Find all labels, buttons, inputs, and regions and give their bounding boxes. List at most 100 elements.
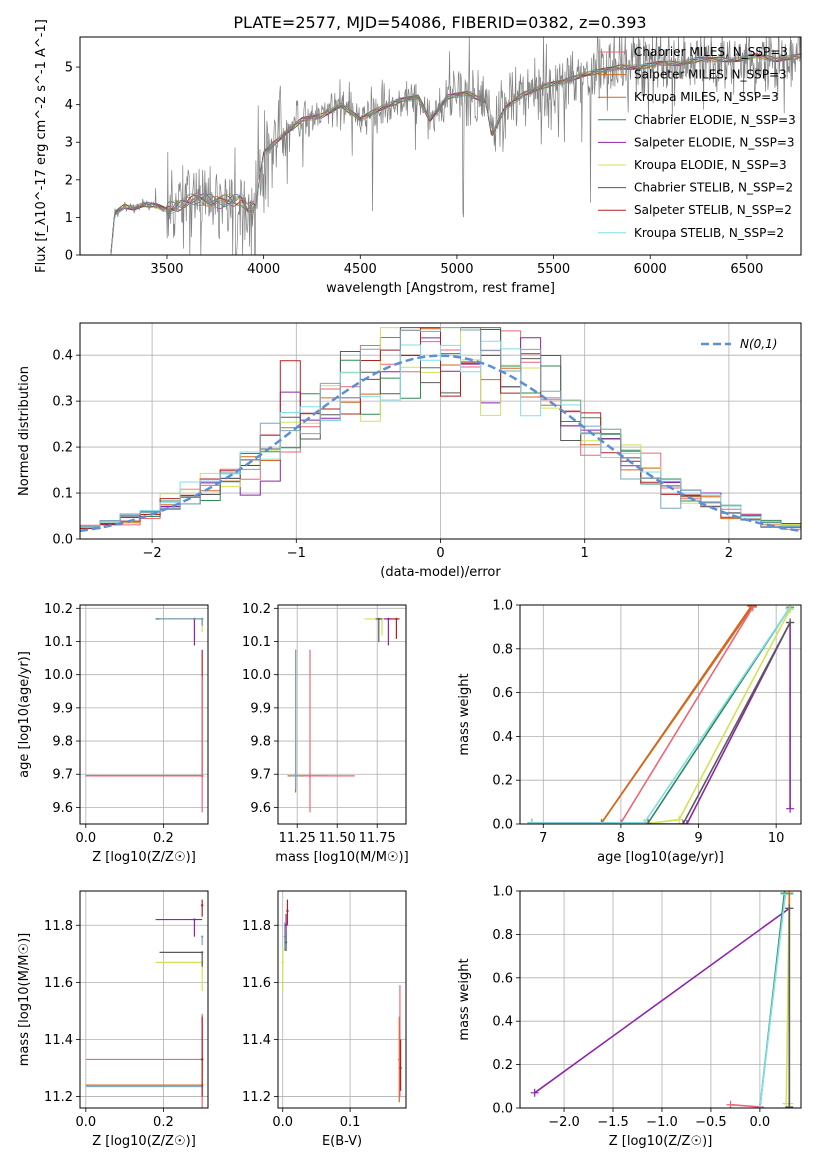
axes-frame (277, 890, 407, 1109)
plus-marker (726, 1100, 735, 1108)
plus-marker (644, 820, 653, 824)
x-tick-label: 0.2 (153, 831, 174, 846)
x-tick-label: −0.5 (695, 1115, 727, 1130)
data-point (284, 941, 288, 944)
axes-mass-vs-Z: 0.0 0.2 11.2 11.4 11.6 11.8 Z [log10(Z/Z☉)] mas… (17, 890, 209, 1149)
plus-marker (785, 904, 794, 913)
plot-area-mass-vs-EBV (278, 891, 406, 1108)
model-line (110, 53, 801, 255)
x-tick-label: 6500 (730, 262, 763, 277)
y-tick-label: 5 (65, 61, 73, 76)
y-tick-label: 10.0 (242, 668, 271, 683)
data-point (399, 1066, 402, 1070)
x-tick-label: 8 (617, 831, 625, 846)
plus-marker (786, 804, 795, 813)
data-point (200, 951, 204, 954)
x-tick-label: 4000 (247, 262, 280, 277)
y-tick-label: 9.8 (250, 735, 271, 750)
legend-entry: Kroupa STELIB, N_SSP=2 (634, 226, 784, 240)
y-tick-label: 9.7 (250, 768, 271, 783)
plus-marker (530, 1088, 539, 1097)
data-point (294, 774, 297, 778)
residual-histogram (80, 340, 801, 527)
y-tick-label: 2 (65, 173, 73, 188)
axes-mass-weight-vs-age: 7 8 9 10 0.0 0.2 0.4 0.6 0.8 1.0 age [log10(age/yr… (457, 599, 802, 865)
axes-mass-vs-EBV: 0.0 0.1 11.2 11.4 11.6 11.8 E(B-V) (242, 890, 407, 1149)
mass-weight-line (531, 607, 791, 824)
data-point (193, 918, 196, 921)
mass-weight-line (730, 1103, 760, 1108)
x-axis-label: mass [log10(M/M☉)] (275, 850, 408, 865)
plot-area-mass-weight-vs-age (520, 605, 801, 824)
x-tick-label: 3500 (150, 262, 183, 277)
y-tick-label: 10.1 (242, 635, 271, 650)
y-tick-label: 10.0 (44, 668, 73, 683)
plot-area-age-vs-mass (278, 605, 406, 824)
model-line (110, 53, 801, 253)
data-point (283, 935, 286, 938)
y-tick-label: 11.2 (242, 1090, 271, 1105)
x-axis-label: Z [log10(Z/Z☉)] (92, 850, 196, 865)
data-point (200, 1058, 204, 1061)
x-tick-label: 0.2 (153, 1115, 174, 1130)
y-tick-label: 9.9 (250, 701, 271, 716)
plus-marker (786, 618, 795, 627)
x-tick-label: 6000 (634, 262, 667, 277)
legend-entry: N(0,1) (740, 337, 777, 351)
model-line (110, 53, 801, 254)
y-tick-label: 0 (65, 249, 73, 264)
y-tick-label: 0.8 (492, 642, 513, 657)
axes-layer: 3500 4000 4500 5000 5500 6000 6500 0 1 2 3 4 5 wavele… (17, 19, 802, 1149)
residual-histogram (80, 327, 801, 528)
x-tick-label: −1.5 (597, 1115, 629, 1130)
y-tick-label: 0.2 (52, 441, 73, 456)
data-point (200, 935, 204, 938)
data-point (200, 617, 204, 621)
legend-entry: Chabrier MILES, N_SSP=3 (634, 45, 788, 59)
axes-frame (79, 604, 209, 825)
x-tick-label: −2.0 (548, 1115, 580, 1130)
plus-marker (785, 891, 794, 898)
plot-area-spectrum (109, 37, 801, 255)
y-tick-label: 0.8 (492, 928, 513, 943)
x-tick-label: 0.1 (340, 1115, 361, 1130)
data-point (200, 774, 204, 778)
x-axis-label: Z [log10(Z/Z☉)] (609, 1134, 713, 1149)
x-tick-label: 11.50 (319, 831, 356, 846)
x-tick-label: 11.25 (279, 831, 316, 846)
y-tick-label: 9.9 (52, 701, 73, 716)
data-point (200, 904, 204, 907)
x-tick-label: −1.0 (646, 1115, 678, 1130)
y-tick-label: 0.4 (492, 1015, 513, 1030)
y-tick-label: 0.0 (52, 533, 73, 548)
y-tick-label: 9.6 (52, 801, 73, 816)
y-tick-label: 11.4 (242, 1033, 271, 1048)
y-tick-label: 1.0 (492, 599, 513, 614)
x-tick-label: 5000 (440, 262, 473, 277)
data-point (395, 617, 398, 621)
y-tick-label: 0.4 (52, 349, 73, 364)
legend-entry: Salpeter ELODIE, N_SSP=3 (634, 135, 795, 149)
axes-age-vs-Z: 0.0 0.2 9.6 9.7 9.8 9.9 10.0 10.1 10.2 Z [log10(Z… (17, 602, 209, 865)
data-point (308, 774, 312, 778)
y-tick-label: 0.1 (52, 487, 73, 502)
y-tick-label: 9.8 (52, 735, 73, 750)
y-tick-label: 11.8 (242, 919, 271, 934)
x-tick-label: −1 (287, 546, 306, 561)
y-axis-label: Normed distribution (17, 366, 32, 496)
normal-reference-curve (80, 354, 801, 533)
mass-weight-line (534, 907, 790, 1094)
y-tick-label: 1 (65, 211, 73, 226)
data-point (387, 617, 390, 621)
plot-area-residuals (80, 323, 801, 539)
x-tick-label: 1 (581, 546, 589, 561)
y-tick-label: 9.6 (250, 801, 271, 816)
x-tick-label: 0.0 (272, 1115, 293, 1130)
y-tick-label: 11.2 (44, 1090, 73, 1105)
x-tick-label: 9 (694, 831, 702, 846)
y-tick-label: 11.8 (44, 919, 73, 934)
axes-frame (79, 36, 802, 256)
y-axis-label: mass [log10(M/M☉)] (17, 933, 32, 1066)
y-tick-label: 3 (65, 136, 73, 151)
